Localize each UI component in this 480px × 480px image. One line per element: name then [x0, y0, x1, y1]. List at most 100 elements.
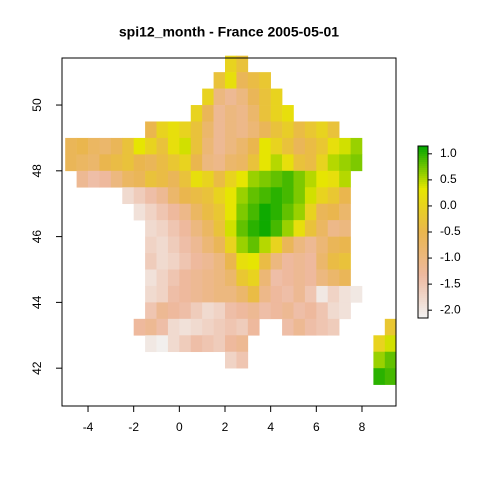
- raster-cell: [327, 253, 340, 270]
- raster-cell: [304, 253, 317, 270]
- raster-cell: [190, 285, 203, 303]
- color-bar-step: [418, 182, 428, 185]
- raster-cell: [247, 105, 260, 122]
- x-tick-label: 2: [222, 420, 229, 434]
- raster-cell: [236, 187, 249, 205]
- raster-cell: [247, 88, 260, 106]
- raster-cell: [270, 220, 283, 237]
- raster-cell: [236, 253, 249, 270]
- raster-cell: [282, 187, 294, 205]
- raster-cell: [179, 203, 192, 221]
- raster-cell: [190, 154, 203, 172]
- color-bar-step: [418, 196, 428, 199]
- raster-cell: [327, 137, 340, 155]
- raster-cell: [202, 154, 214, 172]
- raster-cell: [76, 170, 89, 188]
- color-bar-step: [418, 156, 428, 159]
- raster-cell: [156, 220, 169, 237]
- raster-cell: [282, 121, 294, 139]
- raster-cell: [247, 187, 260, 205]
- raster-cell: [167, 302, 180, 320]
- raster-cell: [270, 88, 283, 106]
- raster-cell: [179, 187, 192, 205]
- color-bar-step: [418, 164, 428, 167]
- color-bar-step: [418, 204, 428, 207]
- raster-cell: [339, 154, 351, 172]
- color-bar-step: [418, 154, 428, 157]
- raster-cell: [133, 137, 146, 155]
- raster-cell: [236, 55, 249, 73]
- raster-cell: [293, 253, 306, 270]
- raster-cell: [384, 351, 397, 369]
- color-bar-step: [418, 240, 428, 243]
- color-bar-step: [418, 294, 428, 297]
- raster-cell: [213, 220, 226, 237]
- raster-cell: [167, 203, 180, 221]
- color-bar-step: [418, 312, 428, 315]
- raster-cell: [293, 154, 306, 172]
- color-bar-step: [418, 208, 428, 211]
- raster-cell: [202, 302, 214, 320]
- raster-cell: [202, 253, 214, 270]
- y-tick-label: 48: [30, 164, 44, 178]
- raster-cell: [282, 285, 294, 303]
- raster-cell: [133, 170, 146, 188]
- raster-cell: [167, 220, 180, 237]
- raster-cell: [247, 154, 260, 172]
- raster-cell: [156, 318, 169, 336]
- raster-cell: [190, 253, 203, 270]
- color-bar-step: [418, 170, 428, 173]
- raster-cell: [270, 137, 283, 155]
- color-bar-step: [418, 302, 428, 305]
- raster-cell: [304, 203, 317, 221]
- raster-cell: [225, 137, 237, 155]
- color-bar-step: [418, 226, 428, 229]
- color-bar-step: [418, 246, 428, 249]
- raster-cell: [167, 236, 180, 254]
- raster-cell: [236, 236, 249, 254]
- color-bar-step: [418, 254, 428, 257]
- color-bar-step: [418, 174, 428, 177]
- color-bar-step: [418, 284, 428, 287]
- color-bar-step: [418, 316, 428, 319]
- color-bar-step: [418, 276, 428, 279]
- raster-cell: [110, 170, 123, 188]
- raster-cell: [133, 187, 146, 205]
- y-tick-label: 42: [30, 361, 44, 375]
- color-bar-step: [418, 262, 428, 265]
- raster-cell: [145, 302, 157, 320]
- raster-cell: [167, 285, 180, 303]
- color-bar-step: [418, 172, 428, 175]
- color-bar-step: [418, 206, 428, 209]
- raster-cell: [225, 88, 237, 106]
- x-tick-label: 6: [313, 420, 320, 434]
- raster-cell: [225, 154, 237, 172]
- raster-cell: [202, 318, 214, 336]
- raster-cell: [316, 187, 329, 205]
- raster-cell: [282, 236, 294, 254]
- color-bar-step: [418, 280, 428, 283]
- raster-cell: [339, 269, 351, 287]
- raster-cell: [316, 236, 329, 254]
- raster-cell: [373, 335, 386, 353]
- color-bar-step: [418, 244, 428, 247]
- raster-cell: [190, 121, 203, 139]
- color-tick-label: 0.0: [440, 198, 457, 212]
- raster-cell: [202, 170, 214, 188]
- raster-cell: [156, 285, 169, 303]
- color-bar-step: [418, 308, 428, 311]
- raster-cell: [270, 187, 283, 205]
- color-bar-step: [418, 150, 428, 153]
- raster-cell: [179, 318, 192, 336]
- raster-cell: [99, 137, 112, 155]
- y-tick-label: 46: [30, 230, 44, 244]
- raster-cell: [293, 137, 306, 155]
- raster-cell: [236, 88, 249, 106]
- color-tick-label: 0.5: [440, 172, 457, 186]
- raster-cell: [282, 105, 294, 122]
- raster-cell: [247, 137, 260, 155]
- raster-cell: [133, 154, 146, 172]
- raster-cell: [156, 302, 169, 320]
- raster-cell: [270, 121, 283, 139]
- raster-cell: [167, 187, 180, 205]
